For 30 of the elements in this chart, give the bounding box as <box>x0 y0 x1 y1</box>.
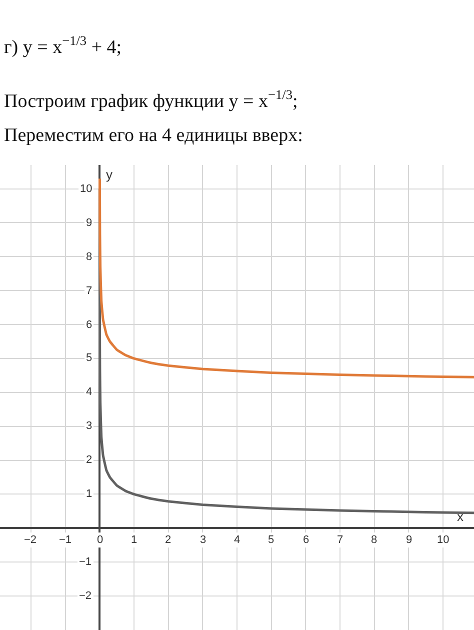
chart-title: г) y = x$^{−1/3}$ + 4; <box>4 33 122 58</box>
y-tick-label: −1 <box>79 556 92 568</box>
y-tick-label: 7 <box>86 285 92 297</box>
chart-subtitle: Построим график функции y = x$^{−1/3}$; <box>4 87 298 112</box>
x-tick-label: 6 <box>303 534 310 546</box>
y-tick-label: 1 <box>86 488 92 500</box>
y-tick-label: 6 <box>86 319 92 331</box>
y-tick-label: 4 <box>86 386 92 398</box>
x-tick-label: 1 <box>131 534 138 546</box>
x-tick-label: 9 <box>406 534 412 546</box>
x-tick-label: 10 <box>437 534 450 546</box>
text: Переместим его на 4 единицы вверх: <box>4 125 303 146</box>
x-tick-label: 7 <box>337 534 344 546</box>
y-tick-label: 10 <box>80 183 92 195</box>
x-tick-label: 8 <box>371 534 378 546</box>
x-tick-label: 3 <box>200 534 206 546</box>
x-tick-label: 2 <box>165 534 172 546</box>
y-tick-label: 9 <box>86 217 92 229</box>
y-tick-label: 5 <box>86 352 92 364</box>
x-tick-label: −1 <box>59 534 72 546</box>
y-tick-label: 8 <box>86 251 92 263</box>
y-tick-label: 3 <box>86 420 92 432</box>
x-axis-title: x <box>457 509 464 524</box>
x-tick-label: 0 <box>97 534 104 546</box>
x-tick-label: 5 <box>268 534 274 546</box>
y-axis-title: y <box>106 167 113 182</box>
x-tick-label: −2 <box>24 534 37 546</box>
y-tick-label: 2 <box>86 454 92 466</box>
x-tick-label: 4 <box>234 534 240 546</box>
y-tick-label: −2 <box>79 590 92 602</box>
